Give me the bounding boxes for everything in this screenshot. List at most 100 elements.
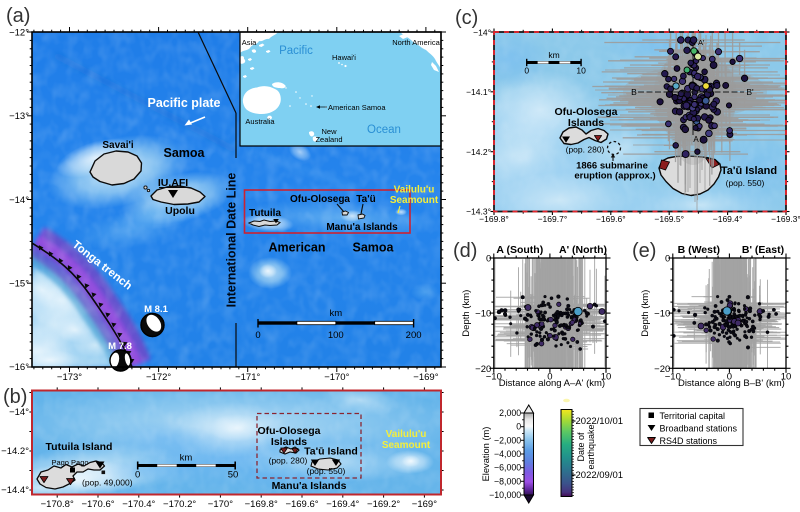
svg-text:−14.2°: −14.2° <box>1 446 29 457</box>
svg-text:Ofu-Olosega: Ofu-Olosega <box>257 425 320 437</box>
svg-text:10: 10 <box>576 66 586 76</box>
svg-text:Ofu-Olosega: Ofu-Olosega <box>290 194 350 205</box>
svg-text:50: 50 <box>228 470 239 481</box>
svg-text:−14°: −14° <box>9 407 29 418</box>
svg-text:−15°: −15° <box>9 279 29 290</box>
svg-text:−169.6°: −169.6° <box>596 214 626 224</box>
svg-text:0: 0 <box>547 372 552 383</box>
svg-text:−10: −10 <box>665 372 681 383</box>
svg-text:Depth (km): Depth (km) <box>640 290 651 337</box>
svg-text:Broadband stations: Broadband stations <box>660 424 738 434</box>
svg-text:B: B <box>631 87 637 97</box>
svg-text:−14.1°: −14.1° <box>466 87 491 97</box>
svg-text:−170°: −170° <box>324 372 349 383</box>
svg-text:RS4D stations: RS4D stations <box>660 436 718 446</box>
svg-text:Asia: Asia <box>242 38 257 47</box>
svg-text:−10: −10 <box>654 309 670 320</box>
svg-text:100: 100 <box>328 330 344 341</box>
svg-text:−169.8°: −169.8° <box>245 499 278 510</box>
svg-text:−169.5°: −169.5° <box>654 214 684 224</box>
svg-text:Islands: Islands <box>568 117 604 129</box>
svg-text:−170.6°: −170.6° <box>81 499 114 510</box>
svg-text:(b): (b) <box>3 386 27 408</box>
svg-text:−12°: −12° <box>9 28 29 39</box>
svg-text:B (West): B (West) <box>678 244 720 256</box>
svg-text:(pop. 280): (pop. 280) <box>269 456 308 466</box>
svg-text:A: A <box>693 135 699 144</box>
svg-text:−4,000: −4,000 <box>494 449 521 459</box>
svg-text:−10: −10 <box>475 309 491 320</box>
svg-text:−169.4°: −169.4° <box>326 499 359 510</box>
svg-text:B' (East): B' (East) <box>742 244 784 256</box>
svg-text:−170.2°: −170.2° <box>163 499 196 510</box>
svg-text:−169°: −169° <box>413 372 438 383</box>
svg-text:North America: North America <box>392 38 440 47</box>
svg-text:A': A' <box>698 38 705 47</box>
svg-text:−20: −20 <box>654 364 670 375</box>
svg-text:Pacific plate: Pacific plate <box>148 96 221 110</box>
svg-text:−170.4°: −170.4° <box>122 499 155 510</box>
svg-text:Seamount: Seamount <box>382 440 431 451</box>
svg-text:Zealand: Zealand <box>315 135 342 144</box>
svg-text:Elevation (m): Elevation (m) <box>481 427 491 482</box>
svg-text:eruption (approx.): eruption (approx.) <box>574 171 655 182</box>
svg-text:Ocean: Ocean <box>367 124 401 136</box>
svg-text:0: 0 <box>255 330 260 341</box>
svg-text:Hawai'i: Hawai'i <box>332 53 356 62</box>
svg-text:earthquake: earthquake <box>586 424 596 469</box>
svg-text:(c): (c) <box>455 7 478 29</box>
svg-text:Distance along A–A' (km): Distance along A–A' (km) <box>499 378 605 389</box>
svg-text:−172°: −172° <box>146 372 171 383</box>
svg-text:B': B' <box>746 87 754 97</box>
svg-text:−170.8°: −170.8° <box>41 499 74 510</box>
svg-text:−173°: −173° <box>57 372 82 383</box>
svg-text:Samoa: Samoa <box>353 241 395 255</box>
svg-text:Samoa: Samoa <box>164 146 206 160</box>
svg-text:(e): (e) <box>632 240 656 262</box>
svg-text:Seamount: Seamount <box>390 195 439 206</box>
svg-text:American Samoa: American Samoa <box>328 103 386 112</box>
svg-text:Pacific: Pacific <box>279 45 313 57</box>
svg-text:−16°: −16° <box>9 362 29 373</box>
svg-text:A' (North): A' (North) <box>559 244 607 256</box>
svg-text:Savai'i: Savai'i <box>102 140 134 151</box>
svg-text:Islands: Islands <box>271 436 307 448</box>
svg-text:International Date Line: International Date Line <box>225 173 239 308</box>
svg-text:10: 10 <box>601 372 612 383</box>
svg-text:−169.3°: −169.3° <box>771 214 800 224</box>
svg-text:0: 0 <box>524 66 529 76</box>
svg-text:−169.6°: −169.6° <box>285 499 318 510</box>
svg-text:Distance along B–B' (km): Distance along B–B' (km) <box>678 378 785 389</box>
svg-text:−13°: −13° <box>9 111 29 122</box>
svg-text:(pop. 550): (pop. 550) <box>307 466 346 476</box>
svg-text:km: km <box>329 308 342 319</box>
svg-text:−2,000: −2,000 <box>494 435 521 445</box>
svg-text:M 7.8: M 7.8 <box>108 341 132 352</box>
svg-text:Ofu-Olosega: Ofu-Olosega <box>554 106 617 118</box>
svg-text:−169.8°: −169.8° <box>479 214 509 224</box>
svg-text:(pop. 550): (pop. 550) <box>726 178 765 188</box>
svg-text:Ta'ū Island: Ta'ū Island <box>304 446 358 458</box>
svg-text:Tutuila: Tutuila <box>249 208 281 219</box>
svg-text:−14.2°: −14.2° <box>466 147 491 157</box>
svg-text:Vailulu'u: Vailulu'u <box>386 429 427 440</box>
svg-text:IU.AFI: IU.AFI <box>158 177 188 189</box>
svg-text:(a): (a) <box>6 5 30 27</box>
svg-text:Depth (km): Depth (km) <box>461 290 472 337</box>
svg-text:1866 submarine: 1866 submarine <box>576 161 648 172</box>
svg-text:10: 10 <box>781 372 792 383</box>
svg-text:−20: −20 <box>475 364 491 375</box>
svg-text:−14°: −14° <box>473 28 491 38</box>
svg-text:km: km <box>548 50 559 60</box>
svg-text:0: 0 <box>665 254 670 265</box>
svg-text:Vailulu'u: Vailulu'u <box>394 185 435 196</box>
svg-text:American: American <box>269 241 326 255</box>
svg-text:(pop. 49,000): (pop. 49,000) <box>82 478 133 488</box>
svg-text:−171°: −171° <box>235 372 260 383</box>
svg-text:0: 0 <box>486 254 491 265</box>
svg-text:−169.7°: −169.7° <box>538 214 568 224</box>
svg-text:Date of: Date of <box>576 432 586 462</box>
svg-text:Manu'a Islands: Manu'a Islands <box>272 480 347 492</box>
svg-text:−10: −10 <box>486 372 502 383</box>
svg-text:Upolu: Upolu <box>165 205 195 217</box>
